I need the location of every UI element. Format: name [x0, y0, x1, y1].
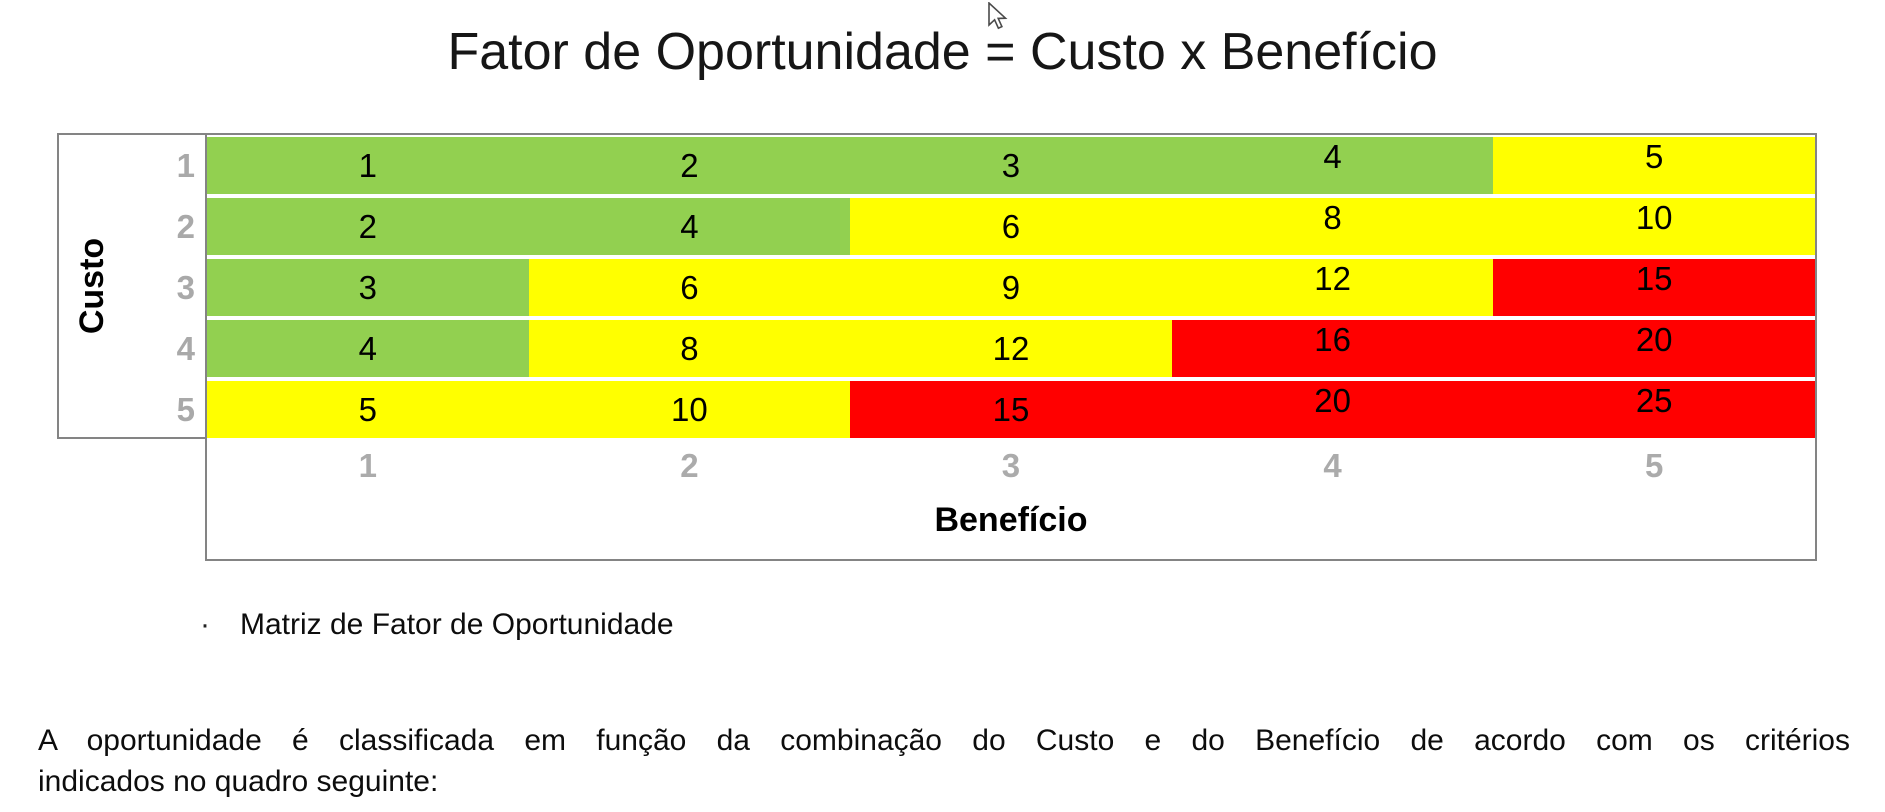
- matrix-cell-value: 3: [358, 268, 377, 306]
- body-paragraph: A oportunidade é classificada em função …: [38, 720, 1850, 802]
- matrix-row: 4 8 12 16 20: [207, 320, 1815, 377]
- paragraph-line: indicados no quadro seguinte:: [38, 765, 439, 798]
- matrix-cell: 2: [207, 198, 529, 255]
- x-axis-tick: 3: [1001, 447, 1021, 484]
- matrix-row: 1 2 3 4 5: [207, 137, 1815, 194]
- x-axis-tick: 1: [358, 447, 377, 484]
- y-axis-ticks: 1 2 3 4 5: [177, 137, 195, 442]
- x-axis-ticks: 1 2 3 4 5: [207, 446, 1815, 486]
- matrix-cell: 15: [850, 381, 1172, 438]
- matrix-cell: 16: [1171, 320, 1494, 377]
- matrix-cell-value: 10: [1635, 198, 1673, 236]
- y-axis-tick: 2: [176, 208, 195, 245]
- matrix-cell: 6: [528, 259, 851, 316]
- caption-bullet-icon: ·: [200, 608, 210, 641]
- matrix-cell-value: 15: [1635, 259, 1673, 297]
- matrix-cell: 8: [1171, 198, 1494, 255]
- matrix-cell-value: 5: [358, 390, 377, 428]
- matrix-cell: 10: [1493, 198, 1815, 255]
- matrix-rows: 1 2 3 4 5 2 4 6 8 10 3 6 9 12 15 4 8 12 16 20 5 10 15 20 25: [207, 137, 1815, 442]
- matrix-cell: 3: [850, 137, 1172, 194]
- matrix-cell: 5: [1493, 137, 1815, 194]
- matrix-row: 3 6 9 12 15: [207, 259, 1815, 316]
- matrix-cell-value: 15: [992, 390, 1030, 428]
- matrix-cell-value: 4: [358, 329, 377, 367]
- x-axis-tick: 4: [1323, 447, 1342, 484]
- matrix-cell: 8: [528, 320, 851, 377]
- matrix-cell: 3: [207, 259, 529, 316]
- matrix-cell: 4: [1171, 137, 1494, 194]
- matrix-cell: 15: [1493, 259, 1815, 316]
- matrix-cell-value: 9: [1001, 268, 1021, 306]
- matrix-cell-value: 2: [358, 207, 377, 245]
- matrix-cell: 20: [1171, 381, 1494, 438]
- matrix-cell-value: 20: [1314, 381, 1351, 419]
- matrix-cell-value: 20: [1635, 320, 1673, 358]
- matrix-cell-value: 16: [1314, 320, 1351, 358]
- mouse-cursor: [986, 1, 1010, 37]
- matrix-cell: 1: [207, 137, 529, 194]
- matrix-cell-value: 12: [992, 329, 1030, 367]
- matrix-cell: 6: [850, 198, 1172, 255]
- matrix-cell: 4: [207, 320, 529, 377]
- matrix-cell: 20: [1493, 320, 1815, 377]
- matrix-cell-value: 4: [1323, 137, 1342, 175]
- matrix-cell: 25: [1493, 381, 1815, 438]
- matrix-cell: 12: [850, 320, 1172, 377]
- matrix-cell-value: 12: [1314, 259, 1351, 297]
- matrix-row: 5 10 15 20 25: [207, 381, 1815, 438]
- caption-text: Matriz de Fator de Oportunidade: [240, 608, 674, 641]
- y-axis-tick: 1: [176, 147, 195, 184]
- matrix-cell-value: 2: [680, 146, 699, 184]
- y-axis-tick: 3: [176, 269, 195, 306]
- y-axis-tick: 5: [176, 391, 195, 428]
- matrix-cell-value: 3: [1001, 146, 1021, 184]
- matrix-cell: 2: [528, 137, 851, 194]
- y-axis-box: Custo 1 2 3 4 5: [57, 133, 207, 439]
- matrix-cell: 5: [207, 381, 529, 438]
- matrix-cell-value: 10: [671, 390, 708, 428]
- matrix-cell-value: 8: [680, 329, 699, 367]
- matrix-cell-value: 6: [680, 268, 699, 306]
- matrix-cell: 9: [850, 259, 1172, 316]
- matrix-cell-value: 6: [1001, 207, 1021, 245]
- matrix-cell-value: 8: [1323, 198, 1342, 236]
- figure-caption: · Matriz de Fator de Oportunidade: [200, 608, 674, 642]
- matrix-cell: 4: [528, 198, 851, 255]
- x-axis-title: Benefício: [934, 501, 1088, 539]
- matrix-cell-value: 5: [1644, 137, 1664, 175]
- matrix-cell: 10: [528, 381, 851, 438]
- matrix-row: 2 4 6 8 10: [207, 198, 1815, 255]
- y-axis-title: Custo: [73, 237, 111, 335]
- matrix-cell-value: 25: [1635, 381, 1673, 419]
- paragraph-line: A oportunidade é classificada em função …: [38, 724, 1850, 757]
- matrix-cell: 12: [1171, 259, 1494, 316]
- x-axis-tick: 2: [680, 447, 699, 484]
- page-title: Fator de Oportunidade = Custo x Benefíci…: [447, 23, 1438, 81]
- matrix-cell-value: 1: [358, 146, 377, 184]
- x-axis-tick: 5: [1644, 447, 1664, 484]
- matrix-cell-value: 4: [680, 207, 699, 245]
- y-axis-tick: 4: [176, 330, 195, 367]
